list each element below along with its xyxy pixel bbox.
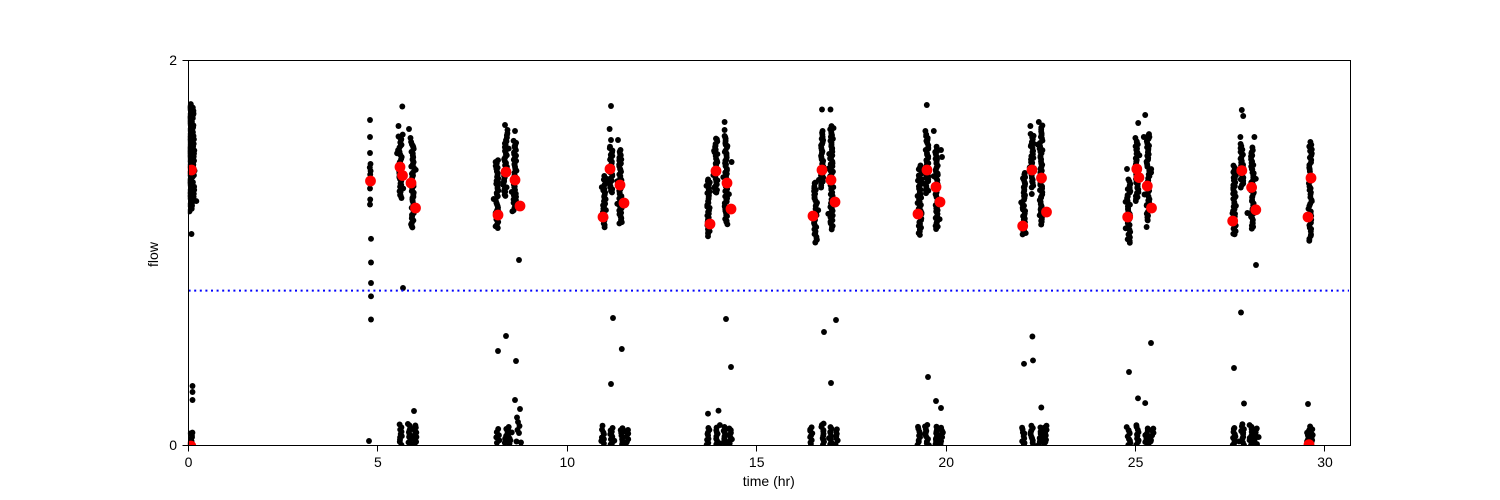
svg-text:20: 20: [938, 454, 954, 470]
svg-text:0: 0: [169, 437, 177, 453]
svg-text:5: 5: [374, 454, 382, 470]
svg-text:30: 30: [1317, 454, 1333, 470]
svg-text:0: 0: [185, 454, 193, 470]
svg-text:2: 2: [169, 52, 177, 68]
svg-text:flow: flow: [145, 241, 161, 267]
svg-text:10: 10: [560, 454, 576, 470]
svg-text:time (hr): time (hr): [743, 473, 795, 489]
svg-text:15: 15: [749, 454, 765, 470]
svg-text:25: 25: [1128, 454, 1144, 470]
